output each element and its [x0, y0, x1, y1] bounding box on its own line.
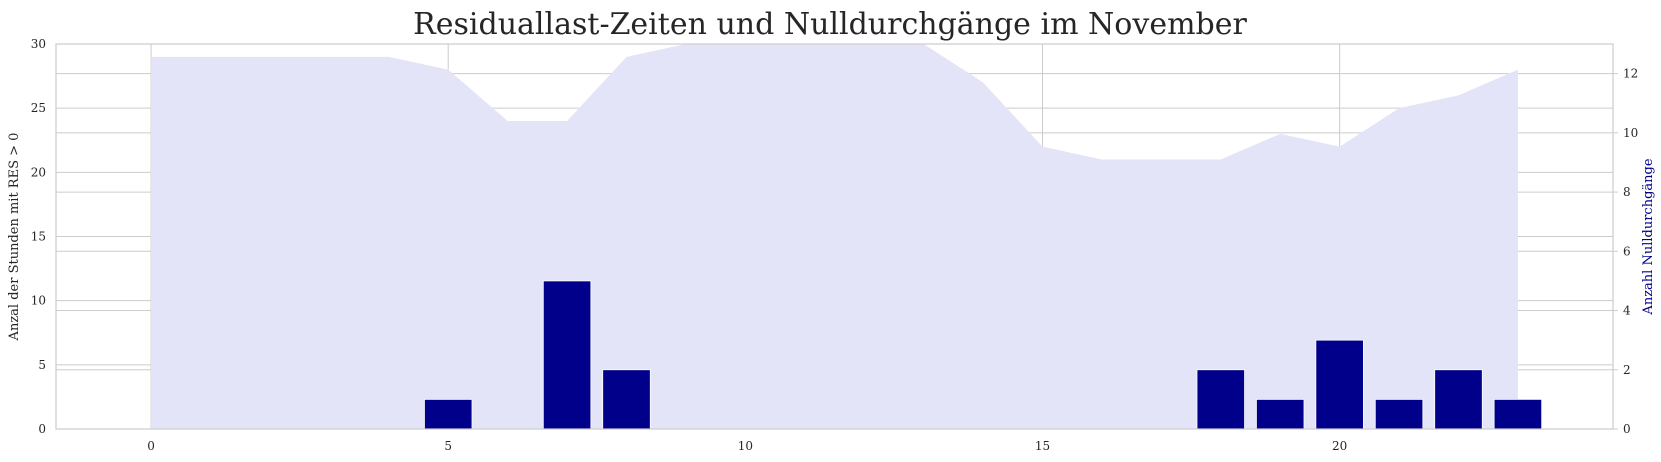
x-tick-label: 20	[1332, 439, 1347, 453]
bar	[1493, 398, 1543, 430]
right-y-tick-label: 2	[1623, 363, 1631, 377]
plot-frame	[55, 43, 1614, 430]
right-y-tick-label: 4	[1623, 304, 1631, 318]
left-y-tick-label: 0	[38, 422, 46, 436]
left-y-axis-label: Anzal der Stunden mit RES > 0	[7, 133, 22, 342]
x-tick-label: 0	[147, 439, 155, 453]
bar	[602, 369, 651, 430]
area-series	[151, 44, 1518, 429]
right-y-tick-label: 12	[1623, 67, 1638, 81]
left-y-tick-label: 25	[31, 101, 46, 115]
right-y-tick-label: 6	[1623, 244, 1631, 258]
bar	[424, 398, 473, 430]
bar	[1434, 369, 1483, 430]
right-y-axis-label: Anzahl Nulldurchgänge	[1641, 158, 1656, 315]
bar	[1196, 369, 1245, 430]
right-y-axis-ticks: 0 2 4 6 8 10 12	[1613, 67, 1638, 436]
left-y-tick-label: 20	[31, 165, 46, 179]
right-y-tick-label: 0	[1623, 422, 1631, 436]
bar	[1256, 398, 1305, 430]
x-tick-label: 15	[1035, 439, 1050, 453]
left-y-tick-label: 30	[31, 37, 46, 51]
bar	[1374, 398, 1424, 430]
right-y-tick-label: 10	[1623, 126, 1638, 140]
plot-border	[55, 43, 1614, 430]
x-axis-ticks: 0 5 10 15 20	[147, 439, 1347, 453]
chart-title: Residuallast-Zeiten und Nulldurchgänge i…	[413, 7, 1247, 42]
bar	[542, 280, 592, 430]
x-tick-label: 10	[738, 439, 753, 453]
left-y-tick-label: 15	[31, 230, 46, 244]
left-y-axis-ticks: 0 5 10 15 20 25 30	[31, 37, 46, 436]
x-tick-label: 5	[444, 439, 452, 453]
bar-layer	[424, 280, 1543, 430]
right-y-tick-label: 8	[1623, 185, 1631, 199]
area-layer	[151, 44, 1518, 429]
left-y-tick-label: 10	[31, 294, 46, 308]
bar	[1315, 339, 1364, 430]
left-y-tick-label: 5	[38, 358, 46, 372]
